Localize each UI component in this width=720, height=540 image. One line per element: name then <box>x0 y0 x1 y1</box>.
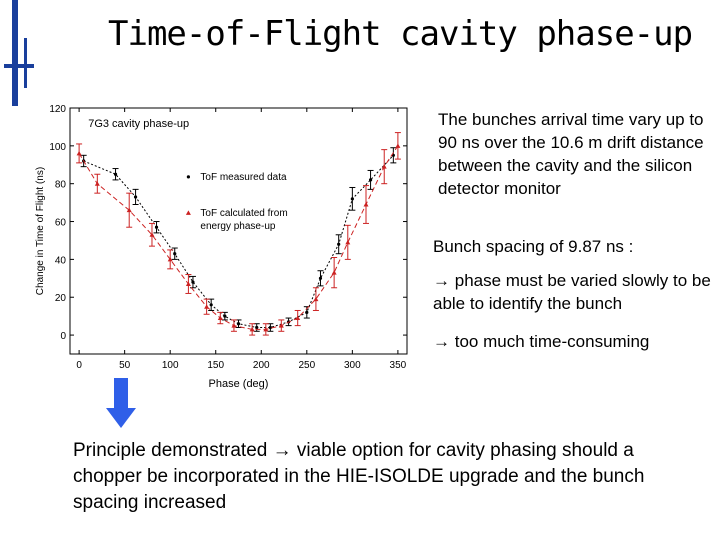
data-point <box>209 303 213 307</box>
data-point <box>318 276 323 280</box>
data-point <box>113 172 118 176</box>
series-line-measured <box>83 154 394 328</box>
chart-title: 7G3 cavity phase-up <box>88 118 189 130</box>
data-point <box>191 280 195 284</box>
data-point <box>313 296 319 302</box>
legend-label-measured: ToF measured data <box>200 172 287 183</box>
note-bullet-phase-text: phase must be varied slowly to be able t… <box>433 271 711 313</box>
data-point <box>173 252 177 256</box>
legend-label-calculated-line2: energy phase-up <box>200 221 275 232</box>
data-point <box>133 195 138 199</box>
x-tick-label: 150 <box>207 360 224 371</box>
right-arrow-icon: → <box>272 440 292 461</box>
data-point <box>331 270 337 275</box>
data-point <box>154 225 159 229</box>
y-tick-label: 100 <box>49 142 66 153</box>
legend-marker-measured <box>186 175 191 179</box>
y-tick-label: 40 <box>55 255 67 266</box>
x-tick-label: 250 <box>298 360 315 371</box>
x-tick-label: 300 <box>344 360 361 371</box>
data-point <box>395 143 401 148</box>
data-point <box>204 304 210 309</box>
data-point <box>363 202 369 207</box>
data-point <box>345 239 351 245</box>
data-point <box>126 207 132 213</box>
x-tick-label: 200 <box>253 360 270 371</box>
conclusion-text: Principle demonstrated → viable option f… <box>73 438 673 516</box>
y-tick-label: 20 <box>55 293 67 304</box>
data-point <box>305 310 309 314</box>
slide-title: Time-of-Flight cavity phase-up <box>108 14 693 54</box>
data-point <box>217 315 223 321</box>
data-point <box>295 315 301 321</box>
note-bullet-time: → too much time-consuming <box>433 330 649 353</box>
data-point <box>337 242 341 246</box>
note-arrival-time: The bunches arrival time vary up to 90 n… <box>438 110 704 198</box>
x-tick-label: 100 <box>162 360 179 371</box>
data-point <box>185 281 191 286</box>
y-tick-label: 120 <box>49 104 66 115</box>
data-point <box>268 325 272 330</box>
y-tick-label: 60 <box>55 218 67 229</box>
data-point <box>94 181 100 186</box>
right-arrow-icon: → <box>433 271 450 290</box>
legend-marker-calculated <box>185 210 191 215</box>
data-point <box>167 256 173 262</box>
x-tick-label: 50 <box>119 360 131 371</box>
data-point <box>368 178 373 182</box>
data-point <box>236 322 241 326</box>
tof-chart: 0 50 100 150 200 250 300 350 0 20 40 60 80 100 120 Phas… <box>35 104 408 390</box>
note-bullet-time-text: too much time-consuming <box>454 332 650 351</box>
data-point <box>149 232 155 237</box>
data-point <box>278 323 284 328</box>
data-point <box>263 326 269 332</box>
data-point <box>255 325 259 330</box>
x-axis-label: Phase (deg) <box>209 378 269 390</box>
data-point <box>231 323 237 328</box>
right-arrow-icon: → <box>433 332 450 351</box>
conclusion-part2: viable option for cavity phasing should … <box>73 440 645 513</box>
data-point <box>350 197 354 201</box>
data-point <box>381 164 387 169</box>
plot-frame <box>69 107 408 355</box>
down-arrow-icon <box>106 378 136 428</box>
note-bunch-spacing: Bunch spacing of 9.87 ns : <box>433 237 634 256</box>
data-point <box>249 326 255 332</box>
title-decoration <box>4 0 34 106</box>
y-axis-label: Change in Time of Flight (ns) <box>35 167 46 295</box>
data-point <box>76 150 82 156</box>
data-point <box>223 314 227 318</box>
note-bullet-phase: → phase must be varied slowly to be able… <box>433 269 713 315</box>
y-tick-label: 80 <box>55 180 67 191</box>
y-tick-label: 0 <box>60 331 66 342</box>
conclusion-part1: Principle demonstrated <box>73 440 268 461</box>
x-tick-label: 350 <box>390 360 407 371</box>
legend-label-calculated-line1: ToF calculated from <box>200 208 287 219</box>
x-tick-label: 0 <box>76 360 82 371</box>
